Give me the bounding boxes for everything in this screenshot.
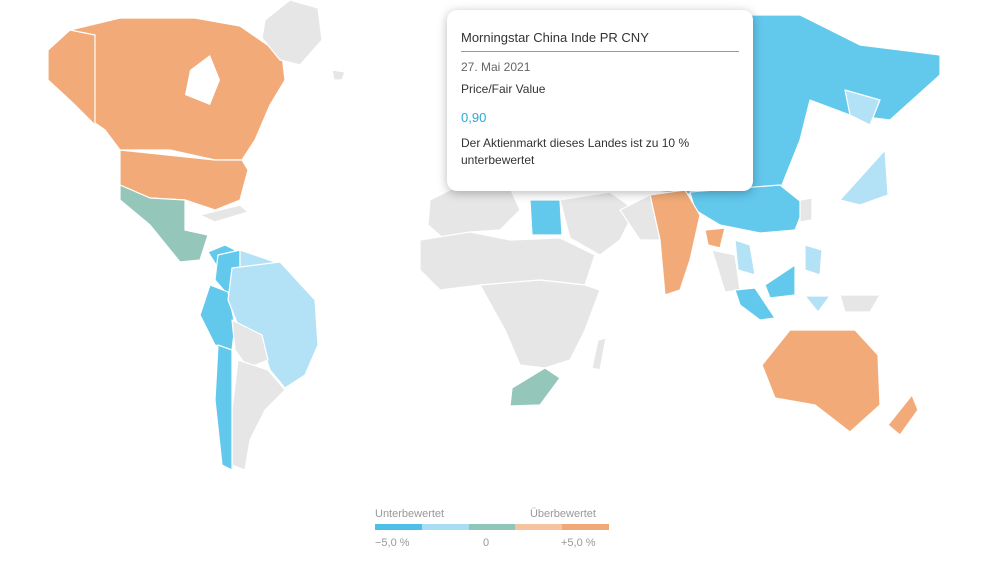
legend-swatch-1 [375,524,422,530]
country-iceland[interactable] [331,69,346,81]
tooltip-value: 0,90 [461,110,487,125]
country-australia[interactable] [761,329,881,433]
country-bolivia[interactable] [231,319,269,369]
tooltip-description: Der Aktienmarkt dieses Landes ist zu 10 … [461,136,690,167]
tooltip-metric: Price/Fair Value [461,82,546,96]
country-new-zealand[interactable] [887,394,919,436]
legend-label-undervalued: Unterbewertet [375,508,445,520]
country-greenland[interactable] [261,0,323,66]
country-egypt[interactable] [529,199,563,236]
country-japan[interactable] [839,149,889,206]
country-pakistan[interactable] [619,194,661,241]
color-legend: Unterbewertet Überbewertet −5,0 % 0 +5,0… [362,508,609,551]
legend-swatch-5 [562,524,609,530]
country-png[interactable] [839,294,881,313]
country-philippines[interactable] [804,244,823,276]
country-bangladesh[interactable] [704,227,726,249]
legend-tick-right: +5,0 % [561,537,596,549]
legend-swatch-4 [515,524,563,530]
country-timor[interactable] [804,295,831,313]
country-malaysia[interactable] [764,264,796,299]
country-brazil[interactable] [227,261,319,389]
country-north-africa[interactable] [419,231,596,291]
country-vietnam[interactable] [711,249,741,293]
country-china[interactable] [689,184,806,234]
country-south-africa[interactable] [509,367,561,407]
legend-label-overvalued: Überbewertet [529,508,596,520]
legend-swatch-2 [421,524,469,530]
country-india[interactable] [649,189,701,296]
legend-ticks: −5,0 % 0 +5,0 % [362,537,602,551]
legend-tick-left: −5,0 % [375,537,410,549]
country-tooltip: Morningstar China Inde PR CNY 27. Mai 20… [447,10,753,191]
country-kamchatka[interactable] [844,89,881,126]
hudson-bay [185,55,220,105]
country-chile[interactable] [214,344,233,471]
legend-labels: Unterbewertet Überbewertet [375,508,596,520]
country-alaska[interactable] [47,29,96,126]
legend-swatch-3 [468,524,516,530]
country-madagascar[interactable] [591,337,607,371]
country-korea[interactable] [799,197,813,223]
legend-color-scale [375,524,609,530]
tooltip-title: Morningstar China Inde PR CNY [461,30,739,52]
country-indonesia[interactable] [734,287,776,321]
country-central-africa[interactable] [479,279,601,369]
country-mexico[interactable] [119,184,209,263]
country-cuba[interactable] [199,204,249,223]
country-middle-east[interactable] [559,191,636,256]
legend-tick-mid: 0 [483,537,490,549]
tooltip-date: 27. Mai 2021 [461,60,531,74]
country-thailand[interactable] [734,239,756,276]
